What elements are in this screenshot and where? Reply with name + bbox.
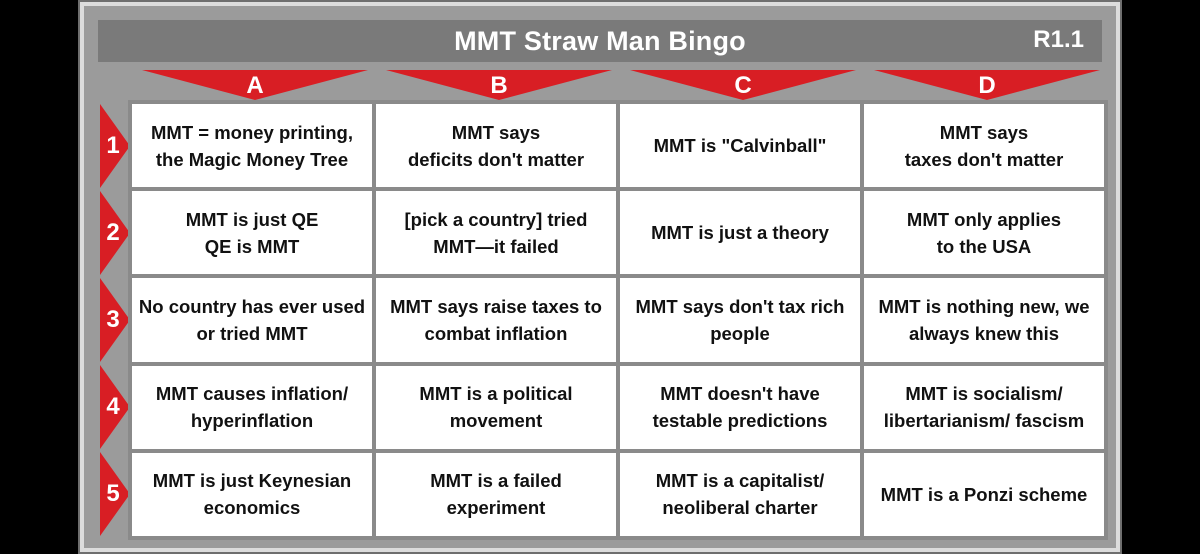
column-label: A <box>246 72 264 99</box>
bingo-cell-a3[interactable]: No country has ever used or tried MMT <box>132 278 372 362</box>
column-arrow-icon <box>142 70 368 100</box>
row-label: 2 <box>106 219 120 246</box>
row-header-5: 5 <box>100 452 132 536</box>
column-label: D <box>978 72 996 99</box>
cell-text: MMT is a capitalist/ neoliberal charter <box>655 470 825 519</box>
cell-text: MMT says taxes don't matter <box>904 121 1064 170</box>
column-label: B <box>490 72 508 99</box>
bingo-cell-b4[interactable]: MMT is a political movement <box>376 365 616 449</box>
bingo-cell-b1[interactable]: MMT says deficits don't matter <box>376 104 616 188</box>
row-arrow-icon <box>100 191 130 275</box>
cell-text: [pick a country] tried MMT—it failed <box>404 208 588 257</box>
bingo-cell-a5[interactable]: MMT is just Keynesian economics <box>132 452 372 536</box>
bingo-cell-b3[interactable]: MMT says raise taxes to combat inflation <box>376 278 616 362</box>
bingo-cell-d4[interactable]: MMT is socialism/ libertarianism/ fascis… <box>864 365 1104 449</box>
bingo-cell-a1[interactable]: MMT = money printing, the Magic Money Tr… <box>132 104 372 188</box>
bingo-cell-d5[interactable]: MMT is a Ponzi scheme <box>864 452 1104 536</box>
cell-text: MMT is just Keynesian economics <box>152 470 352 519</box>
cell-text: MMT doesn't have testable predictions <box>652 383 828 432</box>
row-header-3: 3 <box>100 278 132 362</box>
column-label: C <box>734 72 752 99</box>
bingo-cell-a2[interactable]: MMT is just QE QE is MMT <box>132 191 372 275</box>
cell-text: MMT says raise taxes to combat inflation <box>390 295 602 344</box>
cell-text: MMT is socialism/ libertarianism/ fascis… <box>883 383 1085 432</box>
bingo-cell-d2[interactable]: MMT only applies to the USA <box>864 191 1104 275</box>
bingo-cell-c1[interactable]: MMT is "Calvinball" <box>620 104 860 188</box>
row-arrow-icon <box>100 365 130 449</box>
cell-text: MMT causes inflation/ hyperinflation <box>155 383 349 432</box>
bingo-cell-b2[interactable]: [pick a country] tried MMT—it failed <box>376 191 616 275</box>
row-header-1: 1 <box>100 104 132 188</box>
row-label: 5 <box>106 480 120 507</box>
row-label: 3 <box>106 306 120 333</box>
column-header-c: C <box>630 70 856 102</box>
bingo-grid: MMT = money printing, the Magic Money Tr… <box>128 100 1108 540</box>
title-bar: MMT Straw Man Bingo R1.1 <box>98 20 1102 62</box>
card-title: MMT Straw Man Bingo <box>454 26 746 56</box>
bingo-card: MMT Straw Man Bingo R1.1 A B C D 1 2 3 4… <box>78 0 1122 554</box>
column-header-d: D <box>874 70 1100 102</box>
cell-text: MMT is "Calvinball" <box>653 135 827 157</box>
row-arrow-icon <box>100 278 130 362</box>
cell-text: MMT is just a theory <box>651 222 829 244</box>
cell-text: MMT only applies to the USA <box>906 208 1062 257</box>
cell-text: MMT is a failed experiment <box>430 470 562 519</box>
cell-text: MMT says don't tax rich people <box>635 295 845 344</box>
column-header-b: B <box>386 70 612 102</box>
column-arrow-icon <box>630 70 856 100</box>
row-header-2: 2 <box>100 191 132 275</box>
bingo-cell-c4[interactable]: MMT doesn't have testable predictions <box>620 365 860 449</box>
column-arrow-icon <box>386 70 612 100</box>
cell-text: MMT is nothing new, we always knew this <box>878 295 1090 344</box>
bingo-cell-d1[interactable]: MMT says taxes don't matter <box>864 104 1104 188</box>
row-arrow-icon <box>100 452 130 536</box>
bingo-cell-c5[interactable]: MMT is a capitalist/ neoliberal charter <box>620 452 860 536</box>
bingo-cell-b5[interactable]: MMT is a failed experiment <box>376 452 616 536</box>
bingo-cell-a4[interactable]: MMT causes inflation/ hyperinflation <box>132 365 372 449</box>
cell-text: No country has ever used or tried MMT <box>138 295 366 344</box>
bingo-cell-c3[interactable]: MMT says don't tax rich people <box>620 278 860 362</box>
row-label: 1 <box>106 132 120 159</box>
cell-text: MMT is a political movement <box>419 383 573 432</box>
cell-text: MMT is just QE QE is MMT <box>185 208 319 257</box>
cell-text: MMT = money printing, the Magic Money Tr… <box>151 121 353 170</box>
column-header-a: A <box>142 70 368 102</box>
cell-text: MMT is a Ponzi scheme <box>880 483 1088 505</box>
bingo-cell-d3[interactable]: MMT is nothing new, we always knew this <box>864 278 1104 362</box>
row-arrow-icon <box>100 104 130 188</box>
column-arrow-icon <box>874 70 1100 100</box>
row-label: 4 <box>106 393 120 420</box>
bingo-cell-c2[interactable]: MMT is just a theory <box>620 191 860 275</box>
row-header-4: 4 <box>100 365 132 449</box>
cell-text: MMT says deficits don't matter <box>407 121 585 170</box>
version-label: R1.1 <box>1033 26 1084 53</box>
